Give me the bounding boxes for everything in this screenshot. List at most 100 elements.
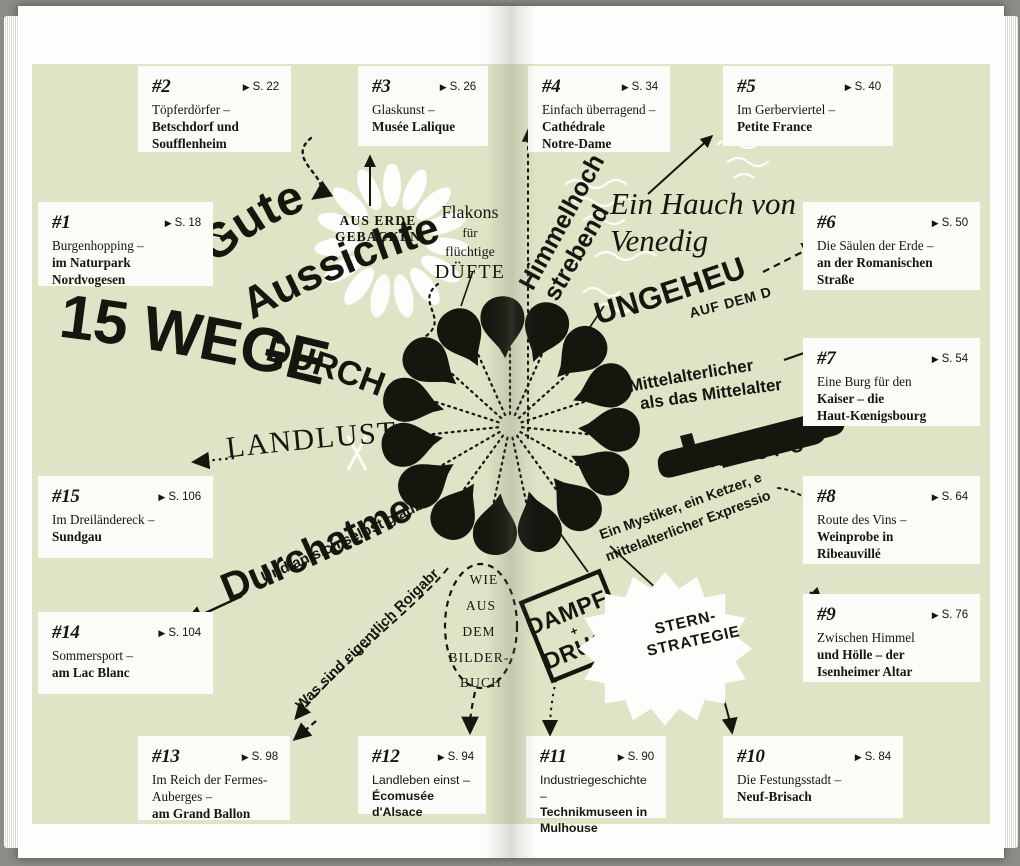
footer-band bbox=[32, 824, 990, 858]
entry-card-7[interactable]: ▶ S. 54 #7 Eine Burg für den Kaiser – die Ha… bbox=[803, 338, 980, 426]
page-edge-right bbox=[1004, 16, 1018, 848]
entry-card-6[interactable]: ▶ S. 50 #6 Die Säulen der Erde – an der Rom… bbox=[803, 202, 980, 290]
entry-card-3[interactable]: ▶ S. 26 #3 Glaskunst – Musée Lalique bbox=[358, 66, 488, 146]
entry-number: #3 bbox=[372, 76, 391, 97]
entry-page-ref[interactable]: ▶ S. 98 bbox=[241, 751, 278, 763]
entry-page-ref[interactable]: ▶ S. 84 bbox=[854, 751, 891, 763]
entry-card-2[interactable]: ▶ S. 22 #2 Töpferdörfer – Betschdorf und Sou… bbox=[138, 66, 291, 152]
entry-line: Notre-Dame bbox=[542, 135, 612, 151]
entry-line: Soufflenheim bbox=[152, 135, 227, 151]
entry-line: Glaskunst – bbox=[372, 102, 435, 117]
triangle-icon: ▶ bbox=[617, 752, 625, 762]
entry-page-ref[interactable]: ▶ S. 40 bbox=[844, 81, 881, 93]
entry-card-12[interactable]: ▶ S. 94 #12 Landleben einst – Écomusée d'Al… bbox=[358, 736, 486, 819]
entry-page-ref[interactable]: ▶ S. 94 bbox=[437, 751, 474, 763]
entry-page-ref[interactable]: ▶ S. 22 bbox=[242, 81, 279, 93]
entry-line: Auberges – bbox=[152, 788, 213, 804]
entry-line: Im Dreiländereck – bbox=[52, 512, 155, 527]
entry-number: #2 bbox=[152, 76, 171, 97]
entry-line: Die Festungsstadt – bbox=[737, 772, 842, 787]
triangle-icon: ▶ bbox=[931, 218, 939, 228]
entry-number: #1 bbox=[52, 212, 71, 233]
green-background-field bbox=[32, 64, 990, 824]
entry-number: #14 bbox=[52, 622, 80, 643]
entry-text: Eine Burg für den Kaiser – die Haut-Kœnigs… bbox=[817, 374, 968, 425]
entry-card-14[interactable]: ▶ S. 104 #14 Sommersport – am Lac Blanc bbox=[38, 612, 213, 694]
entry-card-11[interactable]: ▶ S. 90 #11 Industriegeschichte – Technikmu… bbox=[526, 736, 666, 835]
entry-text: Einfach überragend – Cathédrale Notre-Dame bbox=[542, 102, 658, 153]
entry-number: #8 bbox=[817, 486, 836, 507]
entry-number: #4 bbox=[542, 76, 561, 97]
entry-line: Neuf-Brisach bbox=[737, 788, 812, 804]
entry-card-9[interactable]: ▶ S. 76 #9 Zwischen Himmel und Hölle – der I… bbox=[803, 594, 980, 682]
entry-page-ref[interactable]: ▶ S. 26 bbox=[439, 81, 476, 93]
entry-page-ref[interactable]: ▶ S. 34 bbox=[621, 81, 658, 93]
entry-page-ref[interactable]: ▶ S. 76 bbox=[931, 609, 968, 621]
entry-page-ref[interactable]: ▶ S. 64 bbox=[931, 491, 968, 503]
entry-card-1[interactable]: ▶ S. 18 #1 Burgenhopping – im Naturpark Nord… bbox=[38, 202, 213, 289]
entry-line: Musée Lalique bbox=[372, 118, 456, 134]
entry-card-8[interactable]: ▶ S. 64 #8 Route des Vins – Weinprobe in Rib… bbox=[803, 476, 980, 564]
triangle-icon: ▶ bbox=[242, 82, 250, 92]
entry-text: Die Säulen der Erde – an der Romanischen S… bbox=[817, 238, 968, 289]
entry-page-ref[interactable]: ▶ S. 50 bbox=[931, 217, 968, 229]
entry-text: Route des Vins – Weinprobe in Ribeauvillé bbox=[817, 512, 968, 563]
page-edge-left bbox=[4, 16, 18, 848]
entry-text: Landleben einst – Écomusée d'Alsace bbox=[372, 772, 474, 820]
triangle-icon: ▶ bbox=[844, 82, 852, 92]
triangle-icon: ▶ bbox=[158, 492, 166, 502]
entry-number: #9 bbox=[817, 604, 836, 625]
entry-line: Petite France bbox=[737, 118, 813, 134]
triangle-icon: ▶ bbox=[854, 752, 862, 762]
entry-text: Im Dreiländereck – Sundgau bbox=[52, 512, 201, 546]
entry-number: #6 bbox=[817, 212, 836, 233]
open-book: Ihr Elsass-Kompass 12 13 bbox=[4, 6, 1018, 858]
entry-line: Straße bbox=[817, 271, 855, 287]
triangle-icon: ▶ bbox=[931, 492, 939, 502]
entry-line: am Lac Blanc bbox=[52, 664, 130, 680]
entry-card-5[interactable]: ▶ S. 40 #5 Im Gerberviertel – Petite France bbox=[723, 66, 893, 146]
entry-text: Die Festungsstadt – Neuf-Brisach bbox=[737, 772, 891, 806]
entry-number: #11 bbox=[540, 746, 567, 767]
entry-line: Im Gerberviertel – bbox=[737, 102, 836, 117]
entry-text: Im Gerberviertel – Petite France bbox=[737, 102, 881, 136]
entry-line: Écomusée d'Alsace bbox=[372, 789, 434, 820]
entry-line: Sommersport – bbox=[52, 648, 133, 663]
entry-line: Nordvogesen bbox=[52, 271, 126, 287]
entry-number: #7 bbox=[817, 348, 836, 369]
entry-text: Im Reich der Fermes- Auberges – am Grand B… bbox=[152, 772, 278, 823]
entry-line: Technikmuseen in bbox=[540, 805, 648, 820]
entry-number: #13 bbox=[152, 746, 180, 767]
entry-page-ref[interactable]: ▶ S. 90 bbox=[617, 751, 654, 763]
entry-text: Töpferdörfer – Betschdorf und Soufflenheim bbox=[152, 102, 279, 153]
entry-line: Einfach überragend – bbox=[542, 102, 656, 117]
entry-line: Landleben einst – bbox=[372, 773, 470, 787]
triangle-icon: ▶ bbox=[931, 610, 939, 620]
entry-page-ref[interactable]: ▶ S. 54 bbox=[931, 353, 968, 365]
triangle-icon: ▶ bbox=[437, 752, 445, 762]
entry-card-13[interactable]: ▶ S. 98 #13 Im Reich der Fermes- Auberges –… bbox=[138, 736, 290, 823]
entry-card-4[interactable]: ▶ S. 34 #4 Einfach überragend – Cathédrale N… bbox=[528, 66, 670, 152]
entry-line: Burgenhopping – bbox=[52, 238, 144, 253]
entry-line: Route des Vins – bbox=[817, 512, 907, 527]
entry-page-ref[interactable]: ▶ S. 18 bbox=[164, 217, 201, 229]
entry-line: Die Säulen der Erde – bbox=[817, 238, 934, 253]
entry-page-ref[interactable]: ▶ S. 104 bbox=[158, 627, 201, 639]
entry-text: Sommersport – am Lac Blanc bbox=[52, 648, 201, 682]
entry-text: Industriegeschichte – Technikmuseen in Mul… bbox=[540, 772, 654, 837]
entry-line: Mulhouse bbox=[540, 821, 598, 836]
entry-card-10[interactable]: ▶ S. 84 #10 Die Festungsstadt – Neuf-Brisac… bbox=[723, 736, 903, 818]
entry-line: im Naturpark bbox=[52, 254, 131, 270]
triangle-icon: ▶ bbox=[158, 628, 166, 638]
entry-line: am Grand Ballon bbox=[152, 805, 251, 821]
entry-number: #5 bbox=[737, 76, 756, 97]
entry-line: Im Reich der Fermes- bbox=[152, 772, 268, 787]
entry-card-15[interactable]: ▶ S. 106 #15 Im Dreiländereck – Sundgau bbox=[38, 476, 213, 558]
entry-text: Burgenhopping – im Naturpark Nordvogesen bbox=[52, 238, 201, 289]
triangle-icon: ▶ bbox=[164, 218, 172, 228]
entry-line: Isenheimer Altar bbox=[817, 663, 913, 679]
entry-line: und Hölle – der bbox=[817, 646, 905, 662]
sunburst-decoration bbox=[313, 164, 471, 318]
entry-page-ref[interactable]: ▶ S. 106 bbox=[158, 491, 201, 503]
